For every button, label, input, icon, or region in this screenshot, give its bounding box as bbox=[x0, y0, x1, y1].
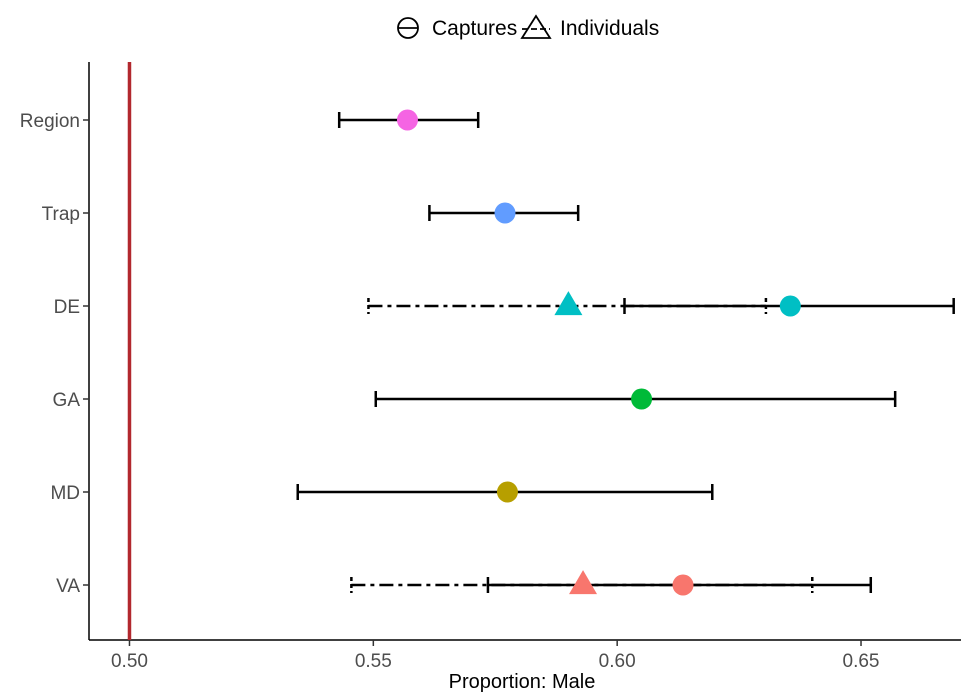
legend-key-individuals bbox=[520, 14, 552, 39]
y-tick-label: GA bbox=[53, 390, 81, 411]
legend-label-individuals: Individuals bbox=[560, 17, 659, 40]
point-captures bbox=[672, 574, 694, 596]
x-tick-label: 0.55 bbox=[355, 651, 392, 672]
y-tick-label: VA bbox=[56, 576, 80, 597]
y-tick-label: Trap bbox=[42, 204, 80, 225]
x-axis-title: Proportion: Male bbox=[449, 671, 596, 692]
point-captures bbox=[631, 388, 653, 410]
point-individuals bbox=[569, 570, 598, 595]
legend: Captures Individuals bbox=[397, 14, 659, 40]
y-tick-label: Region bbox=[20, 111, 80, 132]
plot-area: Region Trap DE GA MD VA 0.50 0.55 0.60 0.65 bbox=[20, 62, 961, 672]
legend-label-captures: Captures bbox=[432, 17, 517, 40]
y-tick-label: DE bbox=[54, 297, 80, 318]
point-captures bbox=[396, 109, 418, 131]
point-captures bbox=[496, 481, 518, 503]
x-tick-label: 0.50 bbox=[111, 651, 148, 672]
x-tick-label: 0.60 bbox=[599, 651, 636, 672]
y-tick-label: MD bbox=[50, 483, 80, 504]
point-individuals bbox=[554, 291, 583, 316]
point-captures bbox=[779, 295, 801, 317]
point-captures bbox=[494, 202, 516, 224]
x-tick-label: 0.65 bbox=[843, 651, 880, 672]
